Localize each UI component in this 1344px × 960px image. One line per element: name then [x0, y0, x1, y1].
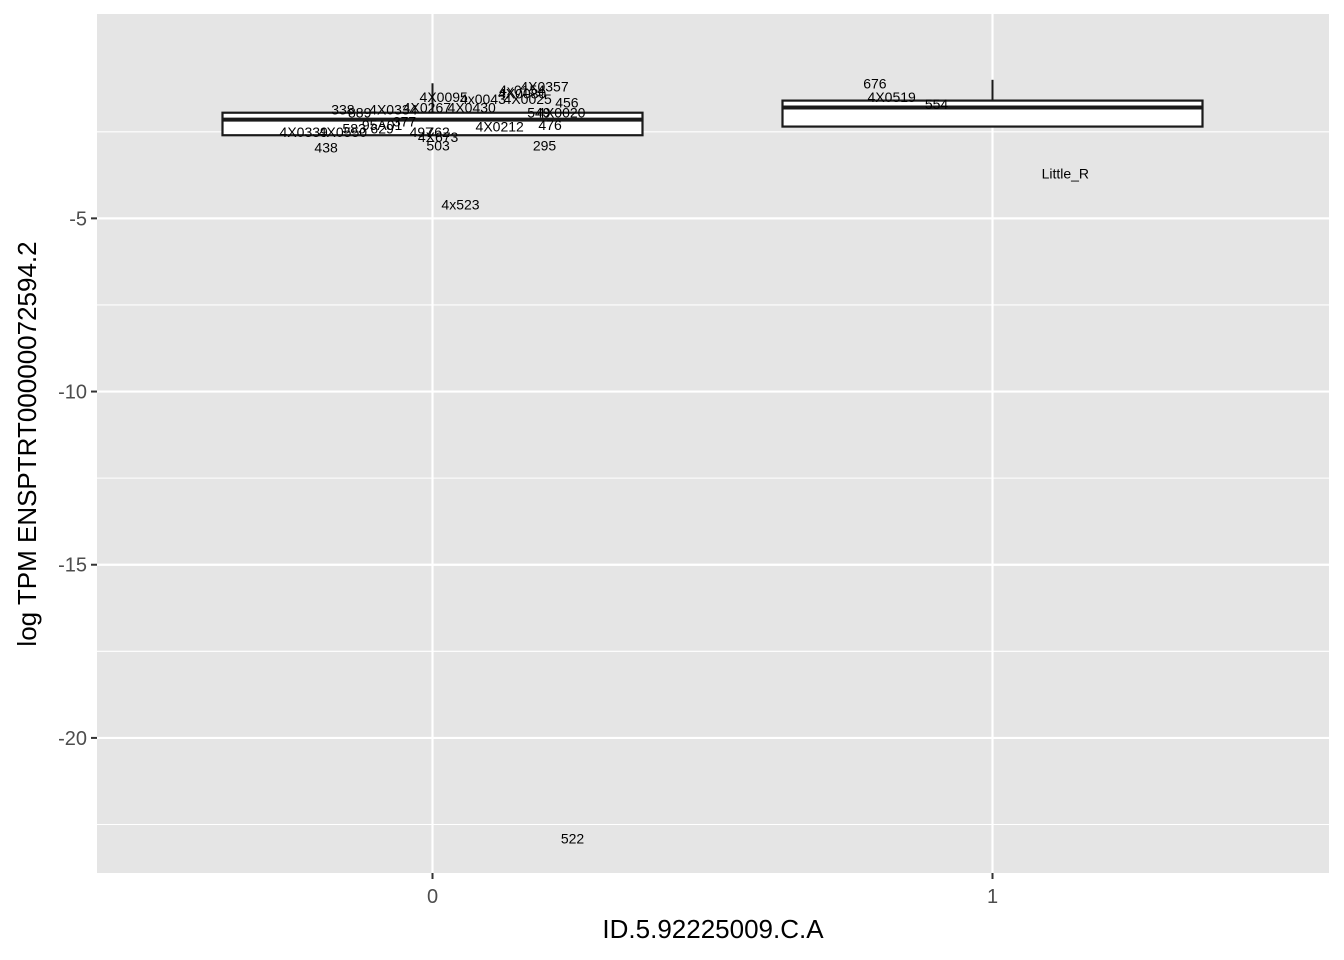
major-gridlines: [97, 14, 1329, 873]
point-label: 4X0550: [319, 124, 367, 140]
point-label: 4x523: [441, 197, 479, 213]
point-label: 4X0357: [520, 79, 568, 95]
point-label: 338: [331, 101, 355, 117]
point-label: 4x0154: [499, 82, 545, 98]
point-label: 629: [370, 120, 394, 136]
point-label: 438: [314, 139, 338, 155]
point-label: 4X0212: [476, 119, 524, 135]
point-label: 4X0025: [504, 91, 552, 107]
point-label: 4X0095: [420, 89, 468, 105]
point-label: 522: [561, 830, 585, 846]
point-label-series: 4X0095 3388894X03344X02674X04304x00434x01…: [280, 75, 1089, 846]
point-label: 549: [527, 105, 551, 121]
point-label: 497: [410, 124, 434, 140]
point-label: 4X0020: [537, 105, 585, 121]
y-tick-label: -15: [58, 555, 87, 577]
box-series: [221, 79, 1204, 137]
y-axis-ticks: -5 -10 -15 -20: [58, 208, 97, 750]
point-label: 4X0430: [448, 100, 496, 116]
point-label: 503: [426, 138, 450, 154]
point-label: 4x0043: [460, 91, 506, 107]
point-label: 762: [426, 124, 450, 140]
x-tick-label: 0: [427, 886, 438, 908]
point-label: 476: [538, 117, 562, 133]
y-tick-label: -20: [58, 728, 87, 750]
point-label: 4X0080: [498, 86, 546, 102]
point-label: 377: [393, 113, 417, 129]
y-axis-title: log TPM ENSPTRT00000072594.2: [12, 241, 42, 646]
point-label: 295: [533, 138, 557, 154]
point-label: 4X673: [418, 129, 459, 145]
point-label: 4X0339: [280, 124, 328, 140]
point-label: 583: [342, 120, 366, 136]
y-tick-label: -10: [58, 382, 87, 404]
panel-background: [97, 14, 1329, 873]
x-tick-label: 1: [987, 886, 998, 908]
y-tick-label: -5: [69, 208, 87, 230]
point-label: 456: [555, 94, 579, 110]
x-axis-title: ID.5.92225009.C.A: [602, 914, 824, 944]
point-label: 95A01: [362, 117, 403, 133]
point-label: 4X0334: [369, 101, 417, 117]
point-label: 676: [863, 75, 887, 91]
point-label: 889: [348, 105, 372, 121]
point-label: 4X0519: [868, 89, 916, 105]
point-label: 4X0267: [403, 100, 451, 116]
point-label: Little_R: [1042, 165, 1089, 181]
point-label: 554: [925, 96, 949, 112]
box-iqr: [781, 99, 1204, 128]
